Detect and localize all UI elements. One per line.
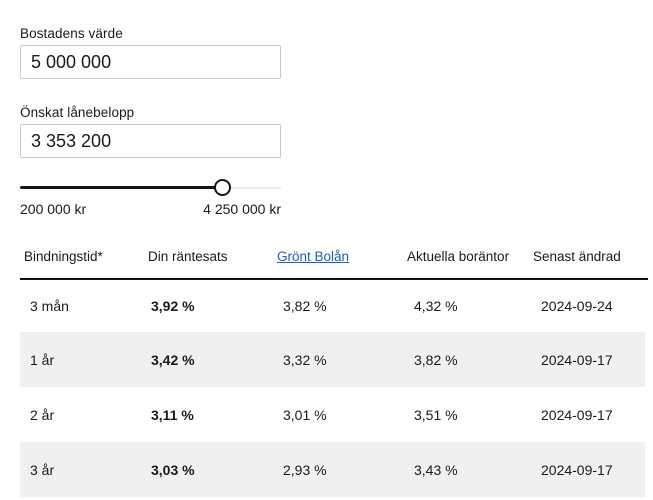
cell-current-rate: 3,43 % [414,461,458,478]
cell-current-rate: 3,51 % [414,406,458,423]
cell-current-rate: 4,32 % [414,298,458,314]
cell-your-rate: 3,11 % [151,406,194,423]
cell-term: 3 mån [30,298,69,314]
cell-term: 2 år [30,406,55,423]
slider-thumb[interactable] [213,179,231,196]
table-row: 3 år 3,03 % 2,93 % 3,43 % 2024-09-17 [20,442,645,497]
header-green-mortgage-link[interactable]: Grönt Bolån [277,249,350,264]
loan-amount-label: Önskat lånebelopp [20,105,135,120]
cell-your-rate: 3,92 % [151,298,195,314]
cell-last-changed: 2024-09-17 [541,461,613,478]
slider-max-label: 4 250 000 kr [203,201,281,217]
loan-amount-input[interactable] [20,124,281,158]
header-last-changed: Senast ändrad [533,249,621,264]
table-header-row: Bindningstid* Din räntesats Grönt Bolån … [20,240,650,278]
home-value-label: Bostadens värde [20,26,123,41]
cell-last-changed: 2024-09-17 [541,406,613,423]
cell-green-rate: 3,82 % [283,298,327,314]
rates-table: Bindningstid* Din räntesats Grönt Bolån … [20,240,650,497]
cell-term: 3 år [30,461,55,478]
header-your-rate: Din räntesats [148,249,228,264]
table-row: 1 år 3,42 % 3,32 % 3,82 % 2024-09-17 [20,332,645,387]
cell-green-rate: 3,32 % [283,351,327,368]
cell-green-rate: 3,01 % [283,406,327,423]
cell-your-rate: 3,42 % [151,351,195,368]
header-binding-period: Bindningstid* [24,249,103,264]
table-row: 2 år 3,11 % 3,01 % 3,51 % 2024-09-17 [20,387,650,442]
cell-term: 1 år [30,351,55,368]
table-header-divider [20,278,648,280]
header-current-rates: Aktuella boräntor [407,249,510,264]
cell-green-rate: 2,93 % [283,461,327,478]
slider-track-remaining [223,186,281,189]
slider-min-label: 200 000 kr [20,201,87,217]
slider-range-labels: 200 000 kr 4 250 000 kr [20,201,281,217]
cell-last-changed: 2024-09-24 [541,298,613,314]
home-value-input[interactable] [20,45,281,79]
cell-your-rate: 3,03 % [151,461,195,478]
slider-track-filled [20,186,223,189]
cell-current-rate: 3,82 % [414,351,458,368]
table-row: 3 mån 3,92 % 3,82 % 4,32 % 2024-09-24 [20,280,650,332]
loan-amount-slider[interactable] [20,179,281,196]
cell-last-changed: 2024-09-17 [541,351,613,368]
